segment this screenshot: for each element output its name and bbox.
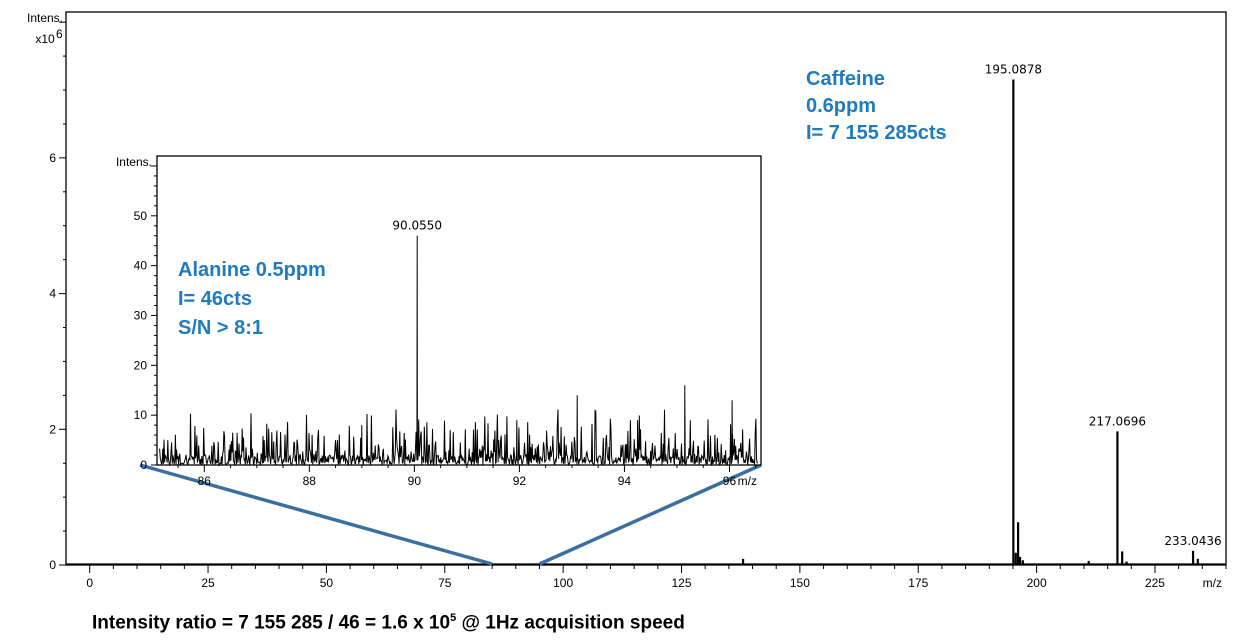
inset-x-tick-label: 88 <box>303 474 317 488</box>
y-scale-exponent: 6 <box>56 27 63 41</box>
x-tick-label: 50 <box>320 576 334 590</box>
x-tick-label: 175 <box>908 576 928 590</box>
peak-label: 217.0696 <box>1089 414 1146 428</box>
main-plot-frame <box>65 11 1227 566</box>
footer-prefix: Intensity ratio = 7 155 285 / 46 = 1.6 x… <box>92 612 451 634</box>
inset-y-tick-label: 10 <box>134 408 148 422</box>
caffeine-annotation-line: Caffeine <box>806 68 885 90</box>
inset-y-tick-label: 40 <box>134 259 148 273</box>
inset-y-tick-label: 20 <box>134 358 148 372</box>
x-tick-label: 75 <box>438 576 452 590</box>
inset-noise-trace <box>159 235 758 467</box>
zoom-connectors <box>139 463 762 566</box>
inset-x-tick-label: 90 <box>408 474 422 488</box>
inset-plot-frame <box>156 155 762 466</box>
zoom-line-right <box>538 463 762 566</box>
x-tick-label: 225 <box>1145 576 1165 590</box>
x-tick-label: 200 <box>1027 576 1047 590</box>
peak-label: 195.0878 <box>985 62 1042 76</box>
alanine-annotation-line: Alanine 0.5ppm <box>178 259 326 281</box>
inset-x-tick-label: 86 <box>198 474 212 488</box>
inset-x-tick-label: 94 <box>618 474 632 488</box>
inset-y-tick-label: 30 <box>134 308 148 322</box>
inset-y-tick-label: 50 <box>134 209 148 223</box>
x-tick-label: 125 <box>671 576 691 590</box>
x-tick-label: 0 <box>86 576 93 590</box>
x-tick-label: 25 <box>201 576 215 590</box>
y-tick-label: 4 <box>49 287 56 301</box>
inset-x-tick-label: 92 <box>513 474 527 488</box>
y-tick-label: 2 <box>49 422 56 436</box>
y-scale-label: x10 <box>35 32 55 46</box>
alanine-annotation-line: I= 46cts <box>178 288 252 310</box>
inset-x-axis-label: m/z <box>738 474 757 488</box>
x-tick-label: 150 <box>790 576 810 590</box>
y-tick-label: 6 <box>49 151 56 165</box>
inset-peak-label: 90.0550 <box>392 219 442 233</box>
caffeine-annotation-line: I= 7 155 285cts <box>806 122 947 144</box>
caffeine-annotation-line: 0.6ppm <box>806 95 876 117</box>
footer-suffix: @ 1Hz acquisition speed <box>456 612 685 634</box>
x-tick-label: 100 <box>553 576 573 590</box>
zoom-line-left <box>139 463 493 566</box>
y-axis-label: Intens. <box>27 11 63 25</box>
inset-x-tick-label: 96 <box>723 474 737 488</box>
intensity-ratio-footer: Intensity ratio = 7 155 285 / 46 = 1.6 x… <box>92 612 685 634</box>
inset-y-axis-label: Intens. <box>116 155 152 169</box>
peak-label: 233.0436 <box>1164 534 1221 548</box>
y-tick-label: 0 <box>49 558 56 572</box>
inset-y-tick-label: 0 <box>140 458 147 472</box>
alanine-annotation-line: S/N > 8:1 <box>178 317 263 339</box>
footer-exponent: 5 <box>450 612 457 624</box>
x-axis-label: m/z <box>1203 576 1222 590</box>
inset-plot: 0 10 20 30 40 50 Intens. 86 88 90 92 94 96 m/z 90.0550… <box>116 155 762 488</box>
